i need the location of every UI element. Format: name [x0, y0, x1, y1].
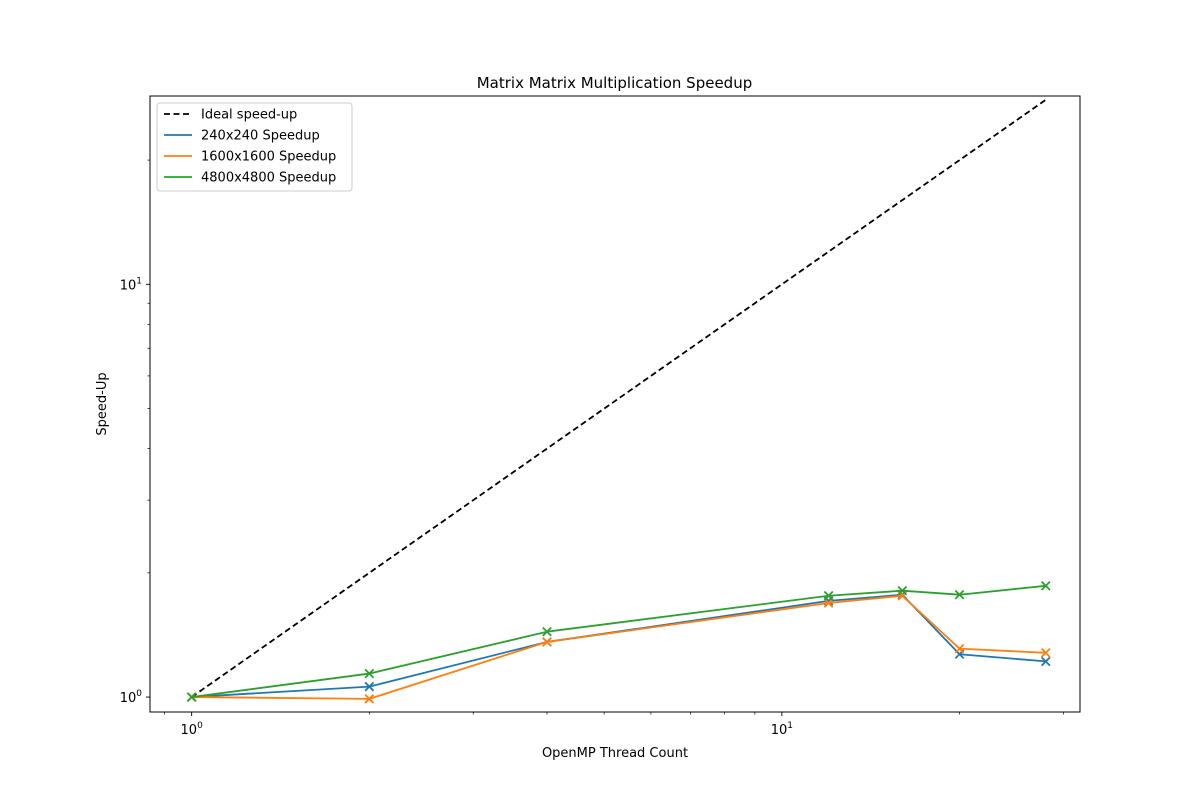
- data-point-4800x4800-speedup: [897, 585, 908, 596]
- legend-label: 240x240 Speedup: [201, 129, 320, 144]
- legend-label: Ideal speed-up: [201, 108, 297, 123]
- data-point-4800x4800-speedup: [1040, 580, 1051, 591]
- x-axis: 100 101: [164, 712, 1064, 738]
- data-point-4800x4800-speedup: [542, 626, 552, 637]
- y-tick-label: 100: [120, 689, 143, 706]
- legend-label: 4800x4800 Speedup: [201, 171, 336, 186]
- legend-label: 1600x1600 Speedup: [201, 150, 336, 165]
- data-point-4800x4800-speedup: [954, 589, 965, 600]
- data-point-4800x4800-speedup: [186, 692, 197, 702]
- data-point-240x240-speedup: [1040, 656, 1051, 667]
- data-point-4800x4800-speedup: [823, 590, 834, 601]
- legend-box: [156, 102, 353, 192]
- data-point-4800x4800-speedup: [364, 668, 375, 679]
- data-point-1600x1600-speedup: [542, 637, 552, 647]
- data-point-240x240-speedup: [364, 681, 375, 692]
- data-point-1600x1600-speedup: [1040, 647, 1051, 658]
- series-line-ideal-speed-up: [191, 99, 1047, 698]
- x-tick-label: 100: [181, 721, 204, 738]
- chart-title: Matrix Matrix Multiplication Speedup: [477, 74, 753, 92]
- series-line-4800x4800-speedup: [191, 584, 1046, 698]
- data-point-1600x1600-speedup: [954, 643, 965, 654]
- x-axis-label: OpenMP Thread Count: [542, 746, 688, 761]
- x-tick-label: 101: [771, 721, 793, 738]
- plot-area: [186, 99, 1051, 704]
- axes-frame: [149, 95, 1081, 713]
- data-point-1600x1600-speedup: [364, 694, 375, 704]
- y-axis-label: Speed-Up: [95, 372, 110, 435]
- y-axis: 100 101: [120, 159, 150, 706]
- legend: Ideal speed-up 240x240 Speedup 1600x1600 S…: [156, 102, 353, 192]
- data-point-1600x1600-speedup: [823, 598, 834, 608]
- y-tick-label: 101: [120, 276, 142, 293]
